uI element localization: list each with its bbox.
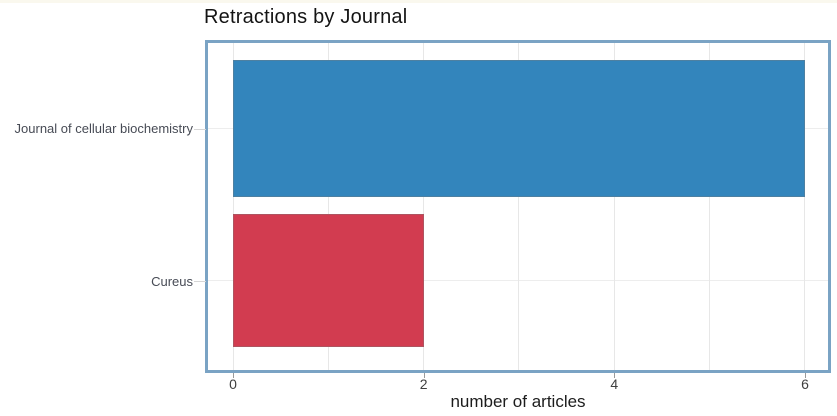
chart-title: Retractions by Journal — [204, 6, 408, 28]
vertical-gridline-1 — [327, 43, 329, 370]
y-tick-mark — [194, 280, 206, 282]
vertical-gridline-0 — [232, 43, 234, 370]
vertical-gridline-6 — [804, 43, 806, 370]
top-edge-strip — [0, 0, 837, 3]
x-tick-mark-6 — [804, 373, 806, 378]
y-axis-label-journal-of-cellular-biochemistry: Journal of cellular biochemistry — [14, 121, 193, 136]
vertical-gridline-5 — [709, 43, 711, 370]
y-tick-mark — [194, 128, 206, 130]
x-tick-mark-4 — [614, 373, 616, 378]
vertical-gridline-4 — [613, 43, 615, 370]
y-axis-label-cureus: Cureus — [151, 274, 193, 289]
x-tick-label-6: 6 — [801, 376, 809, 392]
x-tick-label-4: 4 — [610, 376, 619, 392]
horizontal-gridline — [208, 280, 828, 281]
x-tick-mark-0 — [233, 373, 234, 378]
x-tick-label-2: 2 — [419, 376, 428, 392]
bar-cureus — [233, 214, 424, 347]
plot-area — [205, 40, 831, 373]
vertical-gridline-2 — [423, 43, 425, 370]
vertical-gridline-3 — [518, 43, 520, 370]
bar-journal-of-cellular-biochemistry — [233, 60, 805, 197]
x-tick-mark-2 — [423, 373, 425, 378]
x-axis-title: number of articles — [450, 392, 586, 411]
x-tick-label-0: 0 — [229, 376, 237, 392]
